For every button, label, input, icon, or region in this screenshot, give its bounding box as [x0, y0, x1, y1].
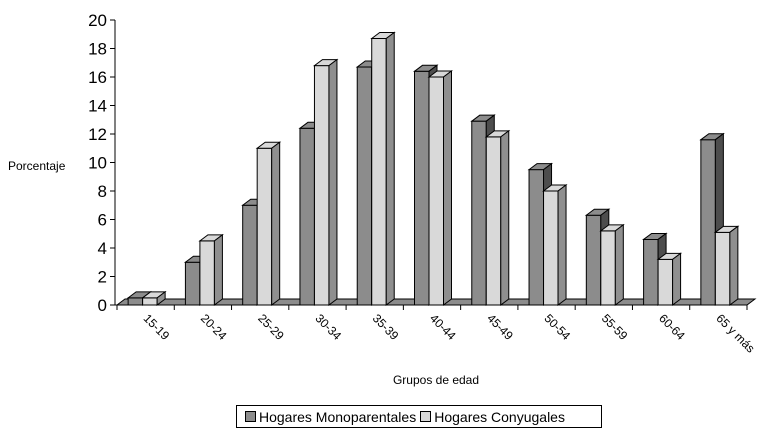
- legend-swatch-monoparentales: [245, 411, 256, 422]
- y-tick-label: 12: [88, 125, 107, 144]
- legend-swatch-conyugales: [420, 411, 432, 422]
- x-tick-label: 60-64: [656, 311, 688, 343]
- x-tick-label: 30-34: [312, 311, 344, 343]
- bar-conyugales-35-39: [370, 31, 396, 306]
- legend-item-monoparentales: Hogares Monoparentales: [245, 409, 416, 425]
- bar-conyugales-50-54: [542, 184, 568, 306]
- y-tick-label: 4: [98, 239, 107, 258]
- legend-item-conyugales: Hogares Conyugales: [420, 409, 565, 425]
- y-tick-label: 6: [98, 211, 107, 230]
- y-tick-label: 0: [98, 296, 107, 315]
- y-tick-label: 14: [88, 97, 107, 116]
- legend: Hogares Monoparentales Hogares Conyugale…: [236, 405, 602, 428]
- x-tick-label: 50-54: [542, 311, 574, 343]
- x-tick-label: 40-44: [427, 311, 459, 343]
- x-tick-label: 25-29: [255, 311, 287, 343]
- legend-label-conyugales: Hogares Conyugales: [434, 408, 565, 425]
- x-tick-label: 15-19: [141, 311, 173, 343]
- bar-conyugales-20-24: [198, 233, 224, 306]
- bar-conyugales-65 y más: [713, 225, 740, 306]
- bar-conyugales-25-29: [255, 141, 282, 306]
- x-axis-title: Grupos de edad: [393, 373, 479, 387]
- y-tick-label: 16: [88, 68, 107, 87]
- bar-conyugales-45-49: [484, 129, 511, 306]
- bar-conyugales-55-59: [599, 223, 625, 306]
- y-tick-label: 18: [88, 40, 107, 59]
- bar-conyugales-40-44: [427, 70, 453, 306]
- y-tick-label: 10: [88, 154, 107, 173]
- x-tick-label: 65 y más: [713, 311, 757, 355]
- legend-label-monoparentales: Hogares Monoparentales: [259, 408, 417, 425]
- x-tick-label: 35-39: [370, 311, 402, 343]
- y-tick-label: 8: [98, 182, 107, 201]
- y-tick-label: 2: [98, 268, 107, 287]
- y-axis-title: Porcentaje: [8, 159, 66, 173]
- x-tick-label: 55-59: [599, 311, 631, 343]
- bar-conyugales-15-19: [141, 290, 167, 306]
- x-tick-label: 45-49: [484, 311, 516, 343]
- x-tick-label: 20-24: [198, 311, 230, 343]
- bar-conyugales-30-34: [312, 58, 339, 306]
- y-tick-label: 20: [88, 11, 107, 30]
- bar-conyugales-60-64: [656, 252, 683, 306]
